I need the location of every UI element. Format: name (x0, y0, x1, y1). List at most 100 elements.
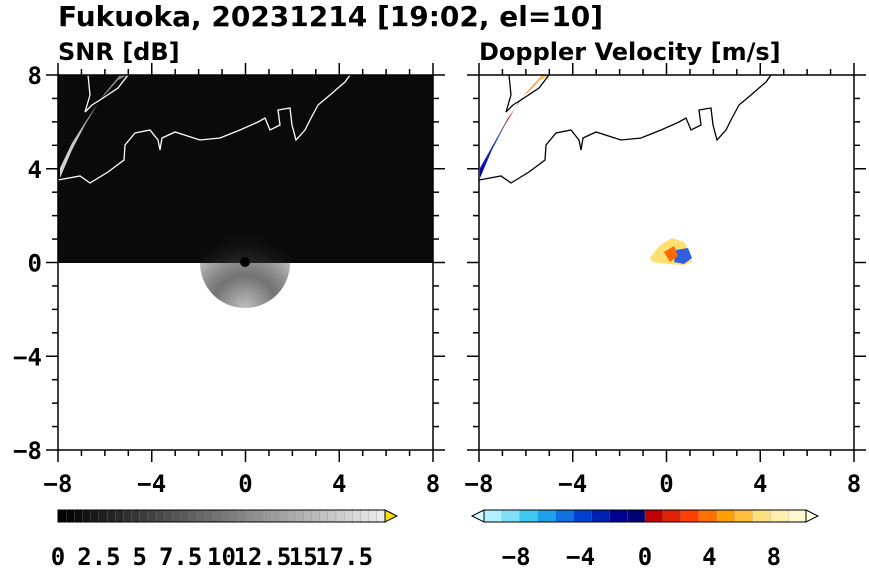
snr-colorbar-cell (352, 509, 362, 523)
snr-colorbar-cell (90, 509, 100, 523)
snr-colorbar-cell (172, 509, 182, 523)
snr-colorbar-cell (164, 509, 174, 523)
radar-site-marker (240, 257, 250, 267)
snr-colorbar-label: 15 (289, 543, 318, 571)
snr-colorbar-cell (311, 509, 321, 523)
snr-colorbar-cell (327, 509, 337, 523)
x-tick-label: 0 (238, 470, 252, 498)
figure-title: Fukuoka, 20231214 [19:02, el=10] (58, 0, 603, 33)
doppler-echo-band (480, 75, 550, 178)
snr-colorbar-label: 0 (51, 543, 65, 571)
y-tick-label: 4 (28, 156, 42, 184)
snr-colorbar-cell (245, 509, 255, 523)
doppler-colorbar-cell (591, 509, 610, 523)
doppler-colorbar-extend-right (805, 509, 820, 523)
snr-colorbar-cell (376, 509, 386, 523)
snr-colorbar-cell (254, 509, 264, 523)
snr-colorbar-cell (188, 509, 198, 523)
snr-colorbar-cell (270, 509, 280, 523)
doppler-near-patch-neg (674, 248, 692, 264)
x-tick-label: 8 (847, 470, 861, 498)
snr-colorbar-cell (319, 509, 329, 523)
x-tick-label: −8 (465, 470, 494, 498)
x-tick-label: −4 (558, 470, 587, 498)
snr-subtitle: SNR [dB] (58, 38, 180, 66)
y-tick-label: 8 (28, 62, 42, 90)
snr-colorbar-cell (131, 509, 141, 523)
x-tick-label: 4 (753, 470, 767, 498)
snr-colorbar-cell (262, 509, 272, 523)
snr-colorbar-cell (286, 509, 296, 523)
snr-colorbar-cell (221, 509, 231, 523)
snr-colorbar-cell (74, 509, 84, 523)
doppler-colorbar-cell (787, 509, 807, 523)
doppler-axes: −8 −4 0 4 8 (465, 63, 866, 498)
snr-colorbar-cell (204, 509, 214, 523)
x-tick-label: 0 (659, 470, 673, 498)
snr-colorbar-cell (368, 509, 378, 523)
doppler-colorbar-cell (573, 509, 592, 523)
snr-colorbar-cell (213, 509, 223, 523)
doppler-colorbar-extend-left (470, 509, 485, 523)
snr-colorbar-cell (98, 509, 108, 523)
snr-axes: −8 −4 0 4 8 8 4 0 −4 −8 (13, 62, 445, 498)
snr-colorbar-cell (82, 509, 92, 523)
doppler-colorbar-label: −4 (566, 543, 595, 571)
snr-colorbar-cell (360, 509, 370, 523)
x-tick-label: 8 (426, 470, 440, 498)
snr-colorbar-cell (147, 509, 157, 523)
doppler-colorbar-frame (483, 509, 807, 523)
snr-colorbar-frame (57, 509, 386, 523)
doppler-colorbar-cell (644, 509, 664, 523)
doppler-colorbar-cell (626, 509, 646, 523)
snr-colorbar-cell (303, 509, 313, 523)
doppler-colorbar-cell (501, 509, 521, 523)
snr-colorbar-cell (180, 509, 190, 523)
snr-colorbar-cell (229, 509, 239, 523)
snr-colorbar-cell (196, 509, 206, 523)
snr-colorbar-cell (115, 509, 125, 523)
doppler-colorbar-cell (770, 509, 789, 523)
doppler-colorbar-cell (519, 509, 539, 523)
doppler-colorbar-cell (609, 509, 628, 523)
doppler-colorbar-cell (680, 509, 700, 523)
doppler-panel (479, 75, 772, 265)
doppler-colorbar-cell (555, 509, 575, 523)
snr-colorbar-cell (343, 509, 353, 523)
snr-colorbar-cell (139, 509, 149, 523)
doppler-colorbar-cell (716, 509, 736, 523)
snr-colorbar-label: 2.5 (77, 543, 120, 571)
doppler-colorbar-label: 0 (638, 543, 652, 571)
snr-colorbar-extend-arrow (384, 509, 399, 523)
doppler-near-patch-core (664, 246, 678, 262)
snr-colorbar-label: 12.5 (233, 543, 291, 571)
x-tick-label: −4 (137, 470, 166, 498)
snr-colorbar-cell (335, 509, 345, 523)
doppler-coastline (479, 75, 772, 184)
x-tick-label: −8 (44, 470, 73, 498)
doppler-colorbar-cell (734, 509, 753, 523)
snr-colorbar-cell (278, 509, 288, 523)
y-tick-label: 0 (28, 250, 42, 278)
x-tick-label: 4 (332, 470, 346, 498)
doppler-colorbar-cell (483, 509, 503, 523)
snr-colorbar-cell (123, 509, 133, 523)
doppler-colorbar-cell (537, 509, 557, 523)
doppler-colorbar-cell (752, 509, 771, 523)
snr-coastline (58, 75, 351, 184)
y-tick-label: −8 (13, 437, 42, 465)
doppler-colorbar: −8 −4 0 4 8 (470, 509, 820, 571)
snr-colorbar-cell (106, 509, 116, 523)
snr-colorbar-label: 10 (207, 543, 236, 571)
doppler-colorbar-label: 8 (767, 543, 781, 571)
doppler-colorbar-cell (662, 509, 682, 523)
snr-panel (58, 75, 433, 308)
snr-colorbar-cell (155, 509, 165, 523)
snr-colorbar-label: 7.5 (159, 543, 202, 571)
snr-colorbar-label: 5 (133, 543, 147, 571)
snr-colorbar-cell (57, 509, 67, 523)
snr-colorbar-label: 17.5 (315, 543, 373, 571)
doppler-colorbar-label: −8 (502, 543, 531, 571)
